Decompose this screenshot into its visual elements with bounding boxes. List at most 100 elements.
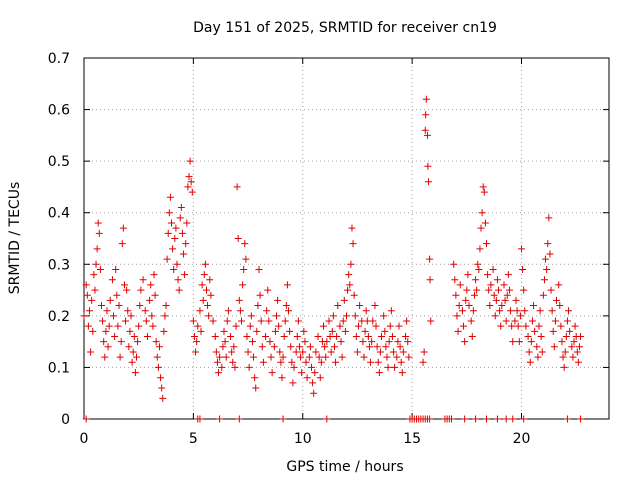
data-point bbox=[382, 343, 390, 351]
data-point bbox=[361, 327, 369, 335]
data-point bbox=[369, 317, 377, 325]
data-point bbox=[426, 415, 434, 423]
data-point bbox=[381, 327, 389, 335]
grid bbox=[84, 58, 609, 419]
data-point bbox=[472, 276, 480, 284]
data-point bbox=[187, 178, 195, 186]
data-point bbox=[180, 250, 188, 258]
data-point bbox=[168, 219, 175, 227]
data-point bbox=[380, 312, 388, 320]
data-point bbox=[334, 302, 342, 310]
data-point bbox=[336, 322, 344, 330]
data-point bbox=[350, 291, 358, 299]
data-point bbox=[173, 260, 181, 268]
data-point bbox=[241, 240, 249, 248]
data-point bbox=[275, 322, 283, 330]
data-point bbox=[396, 343, 404, 351]
data-point bbox=[481, 219, 489, 227]
data-point bbox=[475, 265, 483, 273]
data-point bbox=[394, 338, 402, 346]
data-point bbox=[219, 343, 227, 351]
data-point bbox=[312, 348, 320, 356]
data-point bbox=[300, 327, 308, 335]
data-point bbox=[159, 394, 167, 402]
data-point bbox=[113, 291, 121, 299]
data-point bbox=[274, 296, 282, 304]
data-point bbox=[528, 317, 536, 325]
data-point bbox=[535, 322, 543, 330]
data-point bbox=[516, 312, 524, 320]
data-point bbox=[322, 353, 330, 361]
data-point bbox=[152, 338, 160, 346]
data-point bbox=[561, 348, 569, 356]
data-point bbox=[137, 286, 145, 294]
data-points bbox=[80, 95, 585, 423]
data-point bbox=[531, 327, 539, 335]
data-point bbox=[94, 219, 102, 227]
data-point bbox=[289, 379, 297, 387]
data-point bbox=[250, 353, 258, 361]
data-point bbox=[203, 286, 210, 294]
data-point bbox=[323, 338, 331, 346]
data-point bbox=[315, 353, 323, 361]
data-point bbox=[216, 415, 224, 423]
chart-title: Day 151 of 2025, SRMTID for receiver cn1… bbox=[193, 20, 497, 36]
data-point bbox=[189, 317, 197, 325]
data-point bbox=[326, 332, 334, 340]
y-axis-label: SRMTID / TECUs bbox=[7, 182, 23, 295]
data-point bbox=[458, 307, 466, 315]
data-point bbox=[118, 240, 126, 248]
data-point bbox=[82, 415, 90, 423]
data-point bbox=[126, 327, 134, 335]
data-point bbox=[234, 235, 242, 242]
data-point bbox=[192, 348, 200, 356]
data-point bbox=[197, 327, 205, 335]
x-tick-label: 15 bbox=[403, 431, 421, 447]
data-point bbox=[422, 95, 430, 103]
data-point bbox=[279, 353, 287, 361]
data-point bbox=[486, 302, 494, 310]
data-point bbox=[522, 322, 530, 330]
data-point bbox=[245, 363, 253, 371]
data-point bbox=[123, 286, 131, 294]
data-point bbox=[544, 240, 552, 248]
data-point bbox=[89, 327, 97, 335]
data-point bbox=[279, 415, 287, 423]
data-point bbox=[563, 317, 571, 325]
data-point bbox=[500, 281, 508, 289]
data-point bbox=[110, 312, 118, 320]
data-point bbox=[200, 271, 208, 279]
data-point bbox=[387, 307, 395, 315]
data-point bbox=[454, 327, 462, 335]
data-point bbox=[253, 327, 261, 335]
data-point bbox=[356, 302, 364, 310]
data-point bbox=[470, 291, 478, 299]
data-point bbox=[329, 312, 337, 320]
data-point bbox=[346, 281, 354, 289]
data-point bbox=[489, 265, 497, 273]
data-point bbox=[239, 281, 247, 289]
data-point bbox=[384, 363, 392, 371]
data-point bbox=[351, 312, 359, 320]
data-point bbox=[509, 415, 517, 423]
data-point bbox=[452, 291, 460, 299]
data-point bbox=[343, 312, 350, 320]
data-point bbox=[139, 276, 147, 284]
data-point bbox=[422, 111, 430, 119]
x-tick-label: 20 bbox=[513, 431, 531, 447]
data-point bbox=[386, 322, 394, 330]
data-point bbox=[136, 302, 144, 310]
data-point bbox=[185, 173, 193, 181]
data-point bbox=[340, 296, 348, 304]
data-point bbox=[501, 296, 509, 304]
data-point bbox=[209, 317, 217, 325]
data-point bbox=[262, 332, 270, 340]
data-point bbox=[120, 281, 128, 289]
plot-frame bbox=[83, 57, 610, 420]
data-point bbox=[220, 327, 228, 335]
data-point bbox=[533, 343, 541, 351]
y-tick-label: 0.7 bbox=[48, 51, 70, 67]
data-point bbox=[513, 307, 521, 315]
data-point bbox=[88, 296, 96, 304]
data-point bbox=[344, 286, 352, 294]
